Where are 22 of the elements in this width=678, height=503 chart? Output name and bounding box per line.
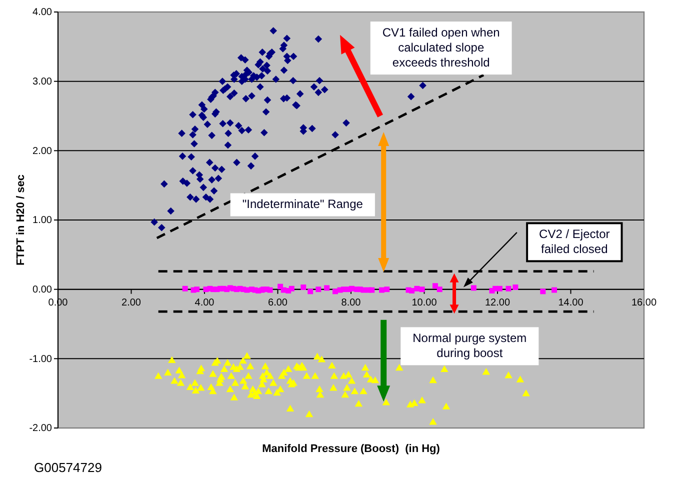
x-tick-label: 12.00 [484,297,510,308]
y-tick-label: 0.00 [32,284,52,296]
x-axis-title: Manifold Pressure (Boost) (in Hg) [262,443,440,455]
annotation: Normal purge system during boost [412,331,527,360]
text: G00574729 [34,460,102,475]
y-tick-label: 4.00 [32,7,52,18]
x-tick-label: 2.00 [122,297,142,308]
y-tick-label: -1.00 [29,354,52,365]
y-tick-label: 2.00 [32,146,52,157]
x-tick-label: 14.00 [558,297,584,308]
y-axis-title: FTPT in H20 / sec [15,174,27,266]
y-tick-label: -2.00 [29,423,52,434]
x-tick-label: 6.00 [268,297,288,308]
annotation: CV2 / Ejector failed closed [539,227,610,256]
annotation: "Indeterminate" Range [242,197,364,212]
annotation: CV1 failed open when calculated slope exceeds threshold [382,26,500,70]
y-tick-label: 1.00 [32,215,52,226]
x-tick-label: 4.00 [194,297,215,308]
x-tick-label: 8.00 [341,297,362,308]
x-tick-label: 16.00 [631,297,657,308]
x-tick-label: 10.00 [412,297,438,308]
y-tick-label: 3.00 [32,76,52,88]
